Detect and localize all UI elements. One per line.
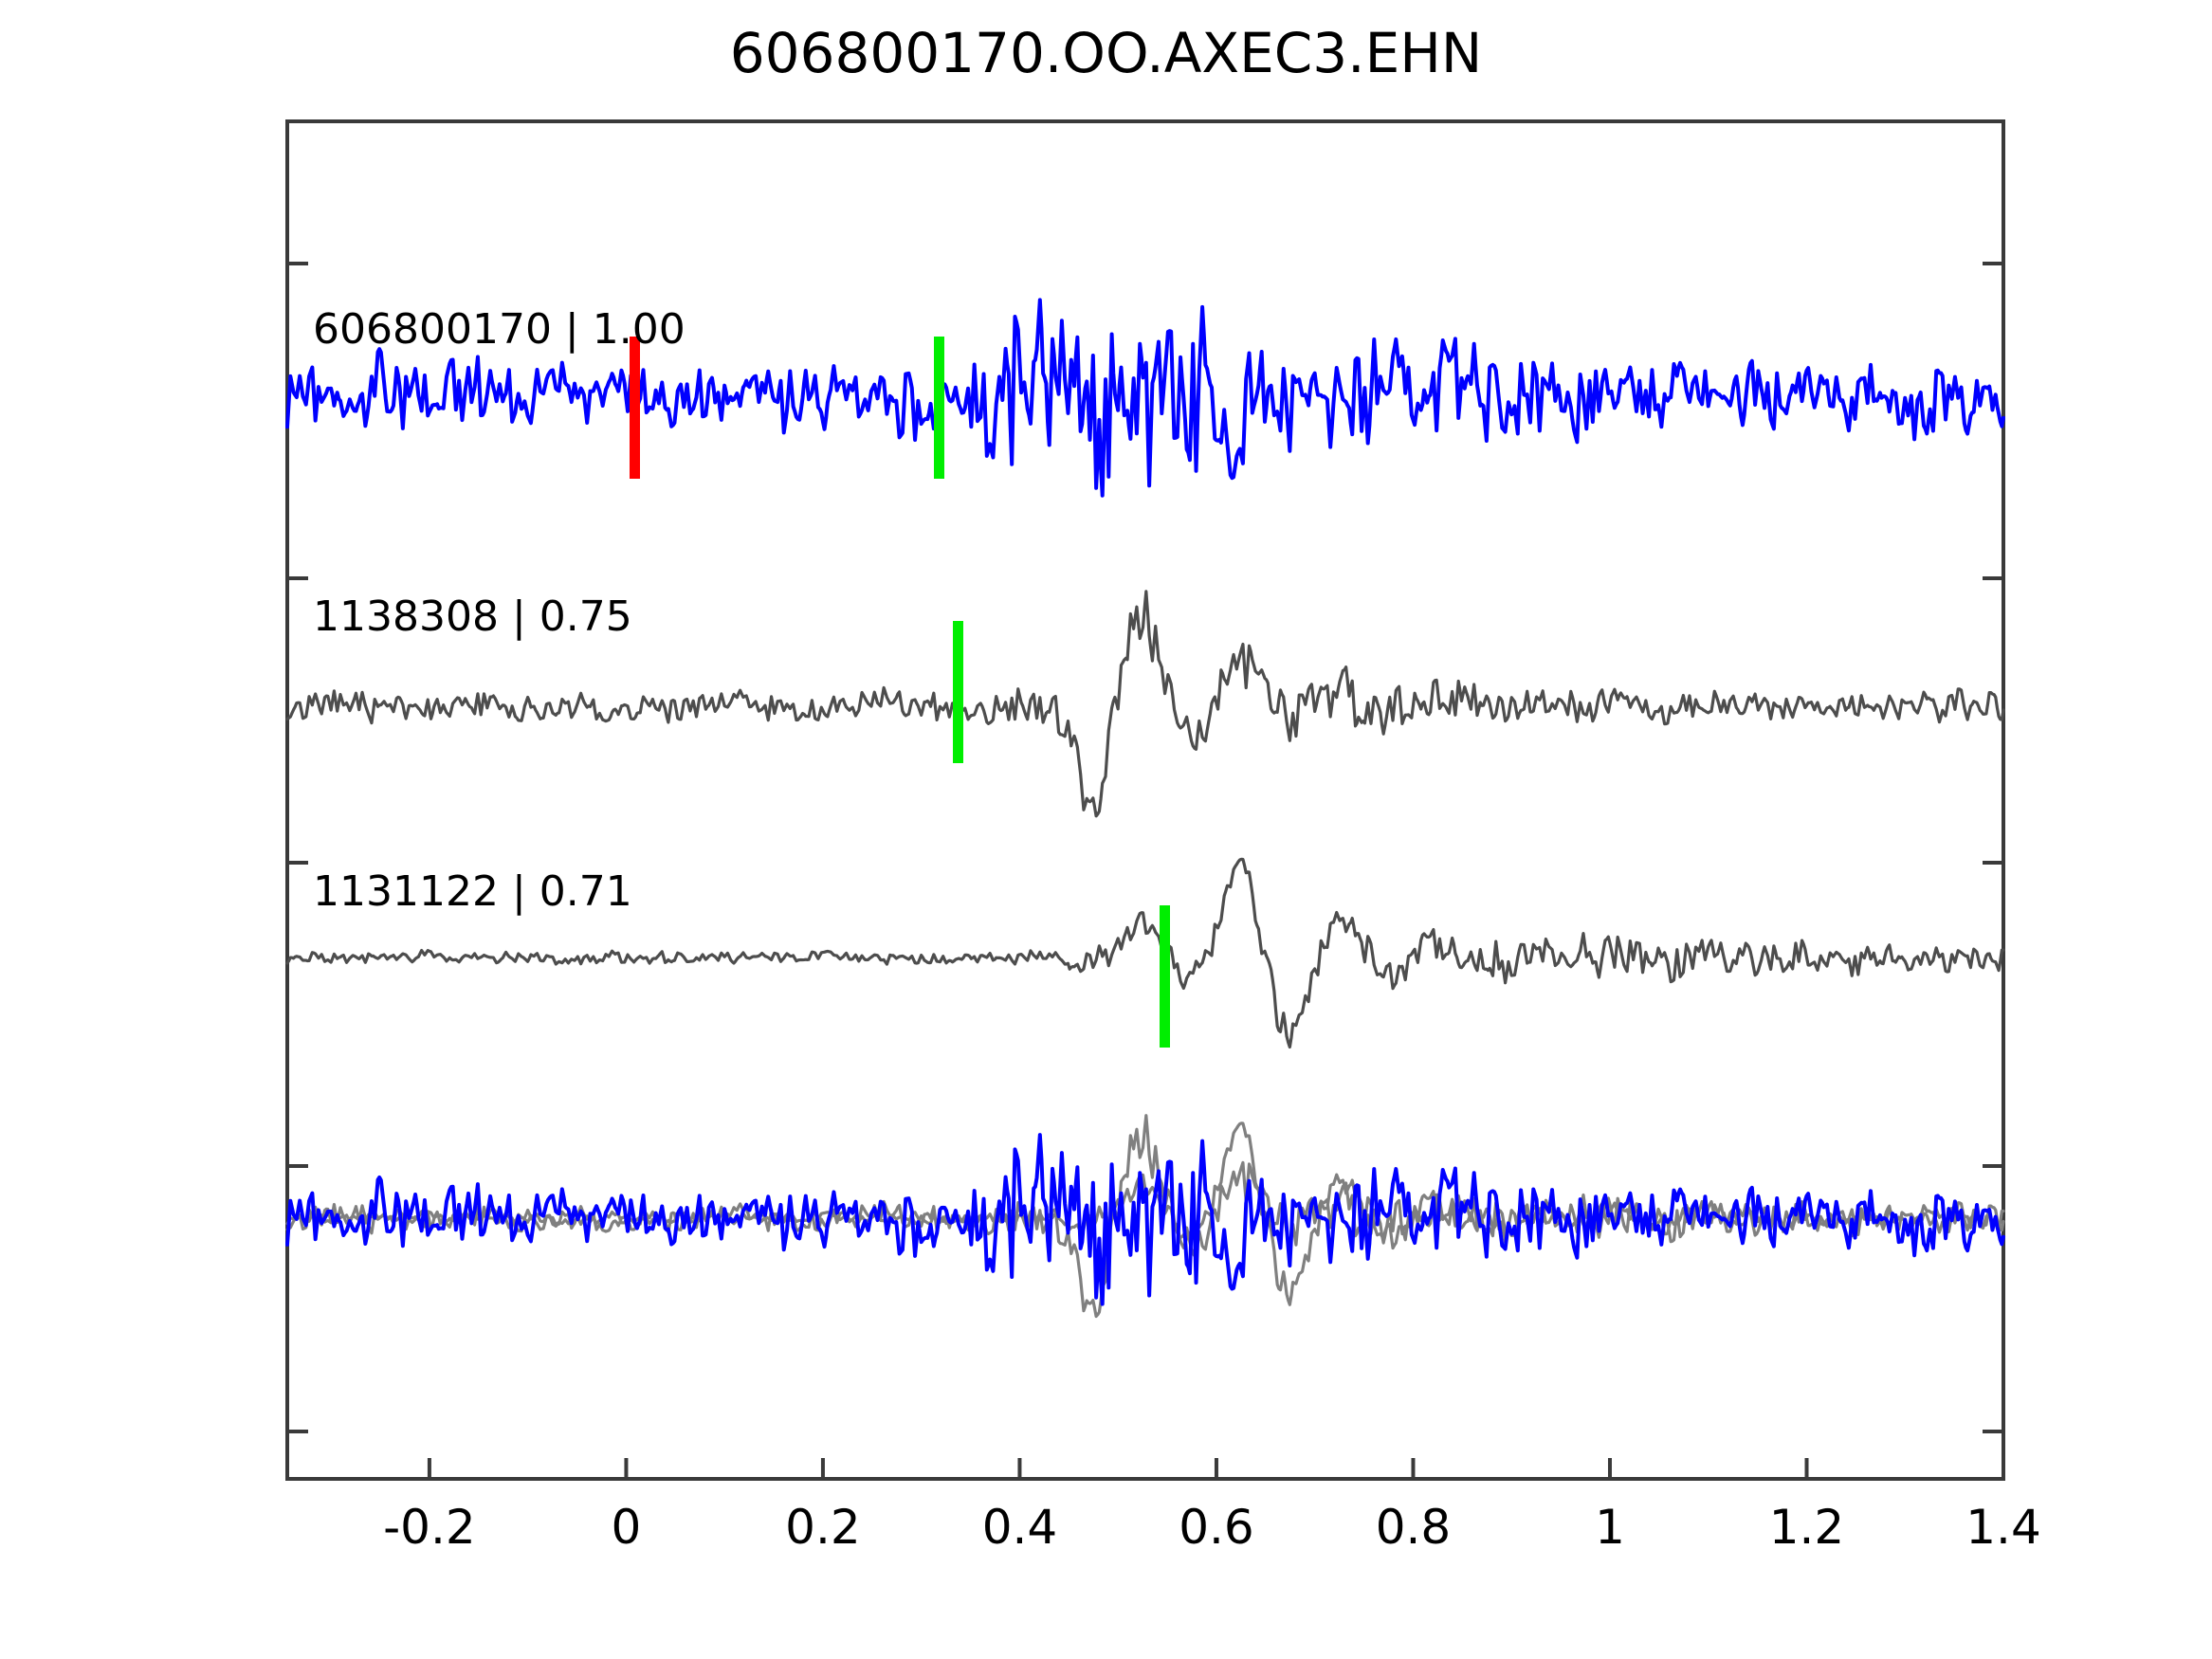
x-tick-label: 0 [611, 1500, 642, 1555]
s-pick-marker [953, 621, 963, 763]
axes-frame-rect [285, 119, 2005, 1481]
x-tick-label: 0.6 [1179, 1500, 1254, 1555]
x-tick-label: 0.2 [785, 1500, 861, 1555]
page-title: 606800170.OO.AXEC3.EHN [729, 21, 1483, 85]
waveform-trace-1131122 [285, 857, 2005, 1049]
phase-pick-markers [630, 337, 1170, 1048]
overlay-trace-1138308 [285, 1114, 2005, 1319]
waveform-trace-606800170 [285, 298, 2005, 498]
x-tick-label: -0.2 [383, 1500, 476, 1555]
x-axis-ticks [427, 1458, 2005, 1479]
y-axis-ticks [287, 262, 2003, 1433]
axes-frame [285, 119, 2005, 1481]
trace-label: 1131122 | 0.71 [313, 867, 632, 916]
x-tick-label: 0.8 [1375, 1500, 1452, 1555]
s-pick-marker [1160, 905, 1170, 1048]
x-tick-label: 1.4 [1965, 1500, 2041, 1555]
s-pick-marker [934, 337, 944, 479]
trace-label: 1138308 | 0.75 [313, 592, 632, 641]
waveform-traces [285, 298, 2005, 1319]
waveform-trace-1138308 [285, 590, 2005, 818]
x-tick-label: 1.2 [1768, 1500, 1845, 1555]
x-tick-label: 1 [1595, 1500, 1625, 1555]
trace-label: 606800170 | 1.00 [313, 305, 686, 354]
x-tick-label: 0.4 [981, 1500, 1058, 1555]
p-pick-marker [630, 337, 640, 479]
overlay-trace-606800170 [285, 1133, 2005, 1306]
